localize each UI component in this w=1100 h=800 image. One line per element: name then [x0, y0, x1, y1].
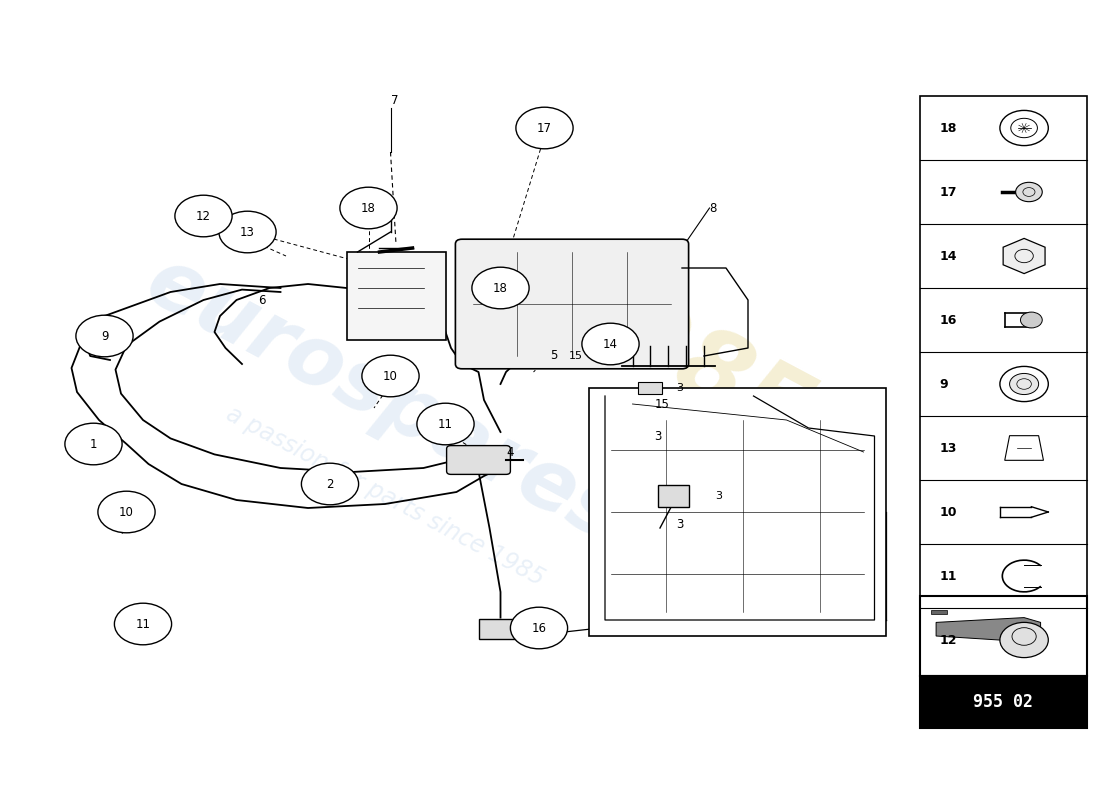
Text: 11: 11: [135, 618, 151, 630]
FancyBboxPatch shape: [478, 619, 520, 639]
Text: 3: 3: [676, 383, 683, 393]
Circle shape: [362, 355, 419, 397]
Text: 4: 4: [506, 446, 514, 458]
Polygon shape: [931, 610, 947, 614]
FancyBboxPatch shape: [455, 239, 689, 369]
Text: 13: 13: [939, 442, 957, 454]
Circle shape: [417, 403, 474, 445]
Text: 11: 11: [939, 570, 957, 582]
Polygon shape: [1003, 238, 1045, 274]
Text: 18: 18: [939, 122, 957, 134]
Text: 14: 14: [939, 250, 957, 262]
FancyBboxPatch shape: [638, 382, 662, 394]
Text: 15: 15: [569, 351, 583, 361]
Circle shape: [1015, 182, 1043, 202]
Text: 11: 11: [438, 418, 453, 430]
Circle shape: [472, 267, 529, 309]
Text: eurospares: eurospares: [133, 241, 637, 559]
Text: 16: 16: [939, 314, 957, 326]
Text: 955 02: 955 02: [974, 693, 1033, 711]
Text: 12: 12: [196, 210, 211, 222]
Text: 10: 10: [383, 370, 398, 382]
Text: 12: 12: [939, 634, 957, 646]
Text: 14: 14: [603, 338, 618, 350]
FancyBboxPatch shape: [920, 96, 1087, 672]
Circle shape: [175, 195, 232, 237]
Circle shape: [301, 463, 359, 505]
Circle shape: [340, 187, 397, 229]
Circle shape: [219, 211, 276, 253]
Text: 3: 3: [676, 518, 684, 530]
Text: 18: 18: [361, 202, 376, 214]
Text: 17: 17: [939, 186, 957, 198]
FancyBboxPatch shape: [920, 596, 1087, 676]
Text: 1: 1: [90, 438, 97, 450]
Text: 18: 18: [493, 282, 508, 294]
Text: 13: 13: [240, 226, 255, 238]
Text: 7: 7: [390, 94, 398, 106]
Circle shape: [98, 491, 155, 533]
Polygon shape: [936, 618, 1041, 642]
FancyBboxPatch shape: [447, 446, 510, 474]
Text: 16: 16: [531, 622, 547, 634]
Circle shape: [510, 607, 568, 649]
FancyBboxPatch shape: [588, 388, 886, 636]
Circle shape: [76, 315, 133, 357]
Text: 3: 3: [715, 491, 722, 501]
Text: 3: 3: [654, 430, 662, 442]
Text: 9: 9: [939, 378, 948, 390]
Text: 10: 10: [939, 506, 957, 518]
Text: 6: 6: [258, 294, 266, 306]
Circle shape: [582, 323, 639, 365]
Text: 8: 8: [710, 202, 717, 214]
Text: 9: 9: [101, 330, 108, 342]
FancyBboxPatch shape: [346, 252, 446, 340]
FancyBboxPatch shape: [658, 485, 689, 507]
Text: 17: 17: [537, 122, 552, 134]
Text: a passion for parts since 1985: a passion for parts since 1985: [222, 402, 548, 590]
Text: 2: 2: [327, 478, 333, 490]
FancyBboxPatch shape: [920, 676, 1087, 728]
Text: 5: 5: [550, 350, 558, 362]
Circle shape: [1021, 312, 1043, 328]
Circle shape: [1010, 374, 1038, 394]
Circle shape: [1000, 622, 1048, 658]
Text: 10: 10: [119, 506, 134, 518]
Text: 1985: 1985: [537, 252, 827, 468]
Circle shape: [516, 107, 573, 149]
Circle shape: [114, 603, 172, 645]
Text: 15: 15: [654, 398, 670, 410]
Circle shape: [65, 423, 122, 465]
